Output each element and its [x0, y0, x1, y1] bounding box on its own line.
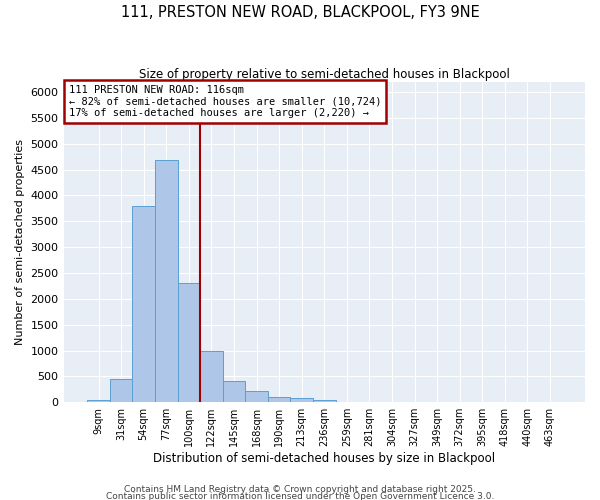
Bar: [110, 379, 133, 402]
Text: 111, PRESTON NEW ROAD, BLACKPOOL, FY3 9NE: 111, PRESTON NEW ROAD, BLACKPOOL, FY3 9N…: [121, 5, 479, 20]
Bar: [155, 160, 178, 402]
Bar: [87, 400, 110, 402]
Bar: [290, 398, 313, 402]
Bar: [268, 397, 290, 402]
Title: Size of property relative to semi-detached houses in Blackpool: Size of property relative to semi-detach…: [139, 68, 510, 80]
Bar: [133, 206, 155, 402]
Bar: [245, 392, 268, 402]
Y-axis label: Number of semi-detached properties: Number of semi-detached properties: [15, 139, 25, 345]
Text: Contains HM Land Registry data © Crown copyright and database right 2025.: Contains HM Land Registry data © Crown c…: [124, 486, 476, 494]
Bar: [313, 400, 335, 402]
Bar: [178, 284, 200, 402]
Text: Contains public sector information licensed under the Open Government Licence 3.: Contains public sector information licen…: [106, 492, 494, 500]
Text: 111 PRESTON NEW ROAD: 116sqm
← 82% of semi-detached houses are smaller (10,724)
: 111 PRESTON NEW ROAD: 116sqm ← 82% of se…: [69, 85, 381, 118]
X-axis label: Distribution of semi-detached houses by size in Blackpool: Distribution of semi-detached houses by …: [153, 452, 496, 465]
Bar: [223, 381, 245, 402]
Bar: [200, 350, 223, 402]
